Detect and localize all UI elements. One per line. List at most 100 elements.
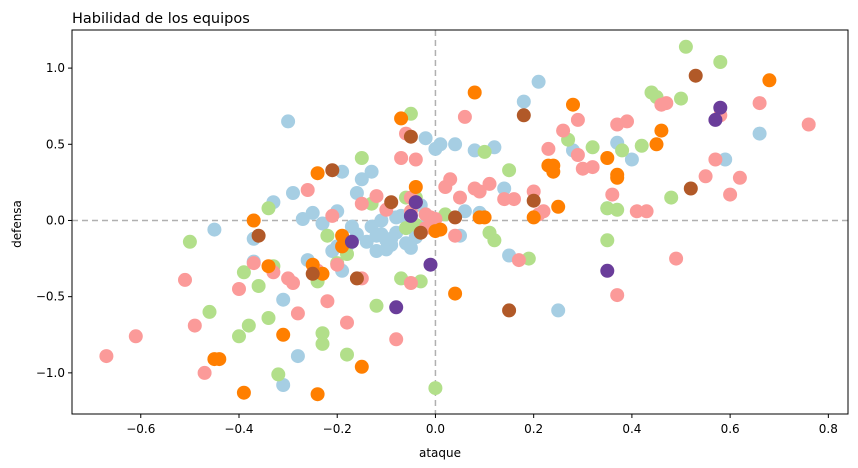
- data-point: [457, 109, 472, 124]
- x-tick-label: 0.2: [524, 422, 543, 436]
- chart-title: Habilidad de los equipos: [72, 11, 250, 27]
- data-point: [286, 276, 300, 290]
- data-point: [610, 288, 625, 303]
- data-point: [605, 187, 620, 202]
- data-point: [236, 265, 251, 280]
- data-point: [276, 327, 291, 342]
- data-point: [723, 187, 738, 202]
- data-point: [305, 266, 320, 281]
- data-point: [507, 192, 521, 207]
- x-tick-label: 0.0: [426, 422, 445, 436]
- data-point: [556, 123, 571, 138]
- data-point: [448, 228, 463, 243]
- data-point: [241, 318, 256, 333]
- data-point: [261, 311, 276, 325]
- x-tick-label: 0.4: [622, 422, 641, 436]
- data-point: [718, 152, 733, 167]
- data-point: [212, 352, 227, 367]
- data-point: [762, 73, 777, 88]
- data-point: [639, 204, 654, 219]
- data-point: [403, 276, 418, 290]
- data-point: [408, 180, 423, 194]
- data-point: [182, 234, 197, 249]
- data-point: [752, 96, 767, 111]
- data-point: [511, 253, 526, 268]
- data-point: [236, 385, 251, 400]
- data-point: [600, 151, 615, 165]
- data-point: [698, 169, 713, 184]
- data-point: [634, 138, 649, 153]
- data-point: [232, 329, 246, 344]
- data-point: [674, 91, 688, 106]
- data-point: [516, 94, 531, 109]
- data-point: [99, 349, 114, 364]
- data-point: [128, 329, 143, 344]
- data-point: [305, 205, 320, 220]
- y-tick-label: 1.0: [46, 61, 65, 75]
- data-point: [654, 123, 669, 138]
- x-tick-label: 0.8: [819, 422, 838, 436]
- data-point: [502, 163, 517, 178]
- data-point: [408, 195, 423, 210]
- data-point: [325, 208, 340, 223]
- data-point: [551, 303, 566, 318]
- data-point: [683, 181, 698, 196]
- data-point: [251, 228, 266, 243]
- data-point: [708, 112, 723, 127]
- data-point: [320, 228, 335, 243]
- data-point: [315, 336, 330, 351]
- data-point: [389, 332, 404, 347]
- plot-frame: [71, 29, 849, 415]
- data-point: [290, 349, 305, 364]
- data-point: [403, 240, 418, 255]
- data-point: [428, 141, 443, 156]
- data-point: [497, 192, 512, 207]
- data-point: [271, 367, 286, 382]
- data-point: [482, 176, 497, 191]
- x-tick-label: 0.6: [721, 422, 740, 436]
- data-point: [344, 234, 359, 249]
- data-point: [359, 234, 374, 249]
- data-point: [354, 196, 369, 211]
- data-point: [428, 212, 443, 226]
- data-point: [585, 160, 600, 175]
- data-point: [526, 193, 541, 208]
- data-point: [566, 97, 580, 112]
- data-point: [369, 298, 384, 313]
- data-point: [246, 256, 261, 271]
- data-point: [369, 189, 384, 204]
- data-point: [477, 144, 492, 159]
- data-point: [403, 208, 418, 223]
- data-point: [315, 266, 330, 281]
- data-point: [732, 170, 747, 185]
- x-axis-label: ataque: [419, 446, 461, 460]
- data-point: [423, 257, 438, 272]
- data-point: [310, 387, 325, 402]
- data-point: [408, 152, 423, 167]
- x-axis: −0.6 −0.4 −0.2 0.0 0.2 0.4 0.6 0.8: [126, 414, 838, 436]
- data-point: [688, 68, 703, 83]
- data-point: [477, 210, 492, 225]
- data-point: [438, 180, 453, 194]
- data-point: [187, 318, 202, 333]
- data-point: [320, 294, 335, 309]
- data-point: [526, 210, 541, 225]
- data-point: [384, 195, 399, 210]
- data-point: [384, 231, 399, 246]
- data-point: [276, 378, 291, 392]
- data-point: [713, 100, 728, 115]
- data-point: [659, 96, 674, 111]
- data-point: [678, 39, 693, 54]
- data-point: [261, 259, 276, 274]
- data-point: [310, 166, 325, 181]
- data-point: [497, 181, 512, 196]
- data-point: [325, 163, 340, 178]
- data-point: [531, 74, 546, 89]
- data-point: [708, 152, 723, 167]
- data-point: [232, 282, 246, 296]
- data-point: [433, 222, 448, 237]
- data-point: [620, 114, 634, 129]
- data-point: [418, 131, 433, 146]
- data-point: [300, 183, 315, 197]
- data-point: [664, 190, 679, 205]
